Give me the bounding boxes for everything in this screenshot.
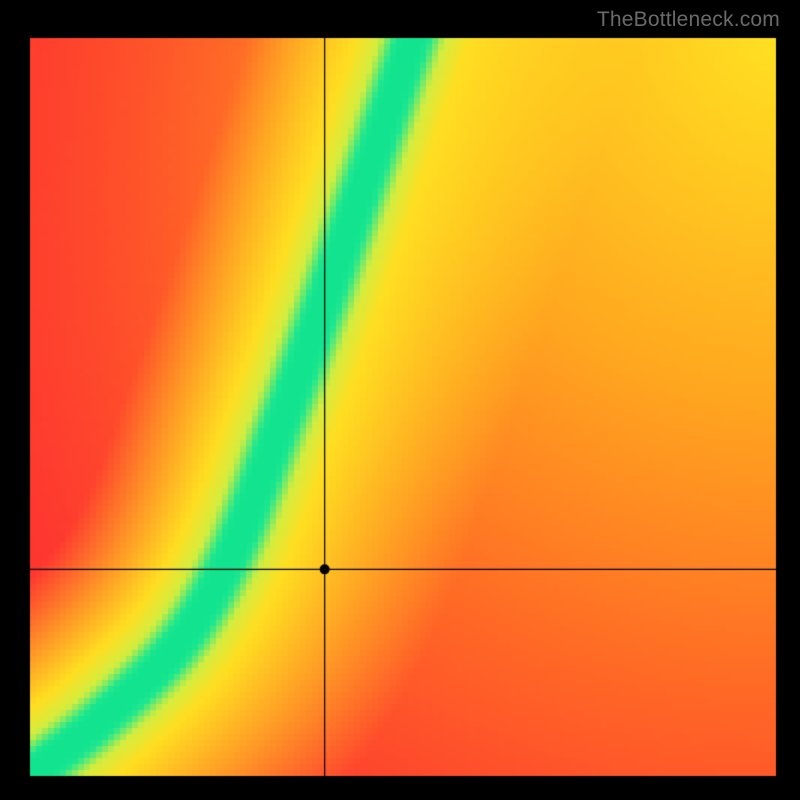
watermark-text: TheBottleneck.com xyxy=(597,8,780,32)
heatmap-plot xyxy=(0,0,800,800)
